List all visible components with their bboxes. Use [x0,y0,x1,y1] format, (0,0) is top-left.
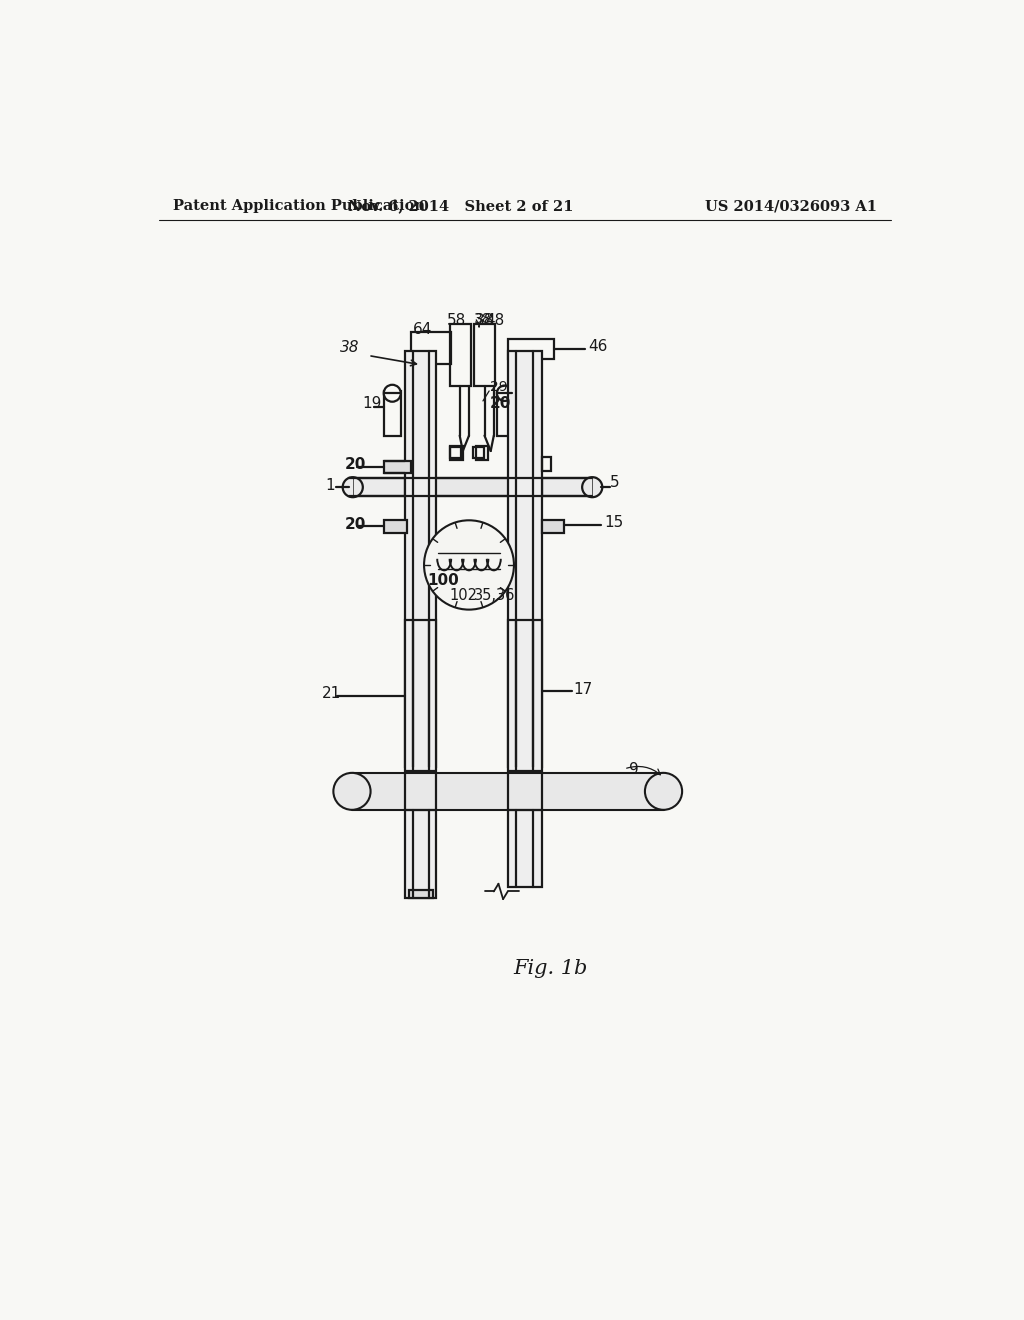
Bar [349,478,407,496]
Text: 38: 38 [475,313,495,327]
Circle shape [343,478,362,498]
Circle shape [424,520,514,610]
Bar [406,478,542,496]
Text: Patent Application Publication: Patent Application Publication [173,199,425,213]
Circle shape [497,385,512,401]
Bar [474,323,496,385]
Text: 20: 20 [489,396,511,411]
Bar [508,810,542,887]
Bar [542,478,596,496]
Text: 1: 1 [326,478,335,494]
Bar [384,520,407,533]
Text: 38: 38 [340,339,359,355]
Bar [542,457,551,471]
Bar [409,890,433,898]
Bar [352,774,664,809]
Text: Fig. 1b: Fig. 1b [513,958,588,978]
Text: Nov. 6, 2014   Sheet 2 of 21: Nov. 6, 2014 Sheet 2 of 21 [348,199,574,213]
Bar [451,323,471,385]
Text: 38: 38 [474,312,492,326]
Bar [451,446,463,461]
Text: 5: 5 [610,475,620,490]
Text: 100: 100 [427,573,459,587]
Bar [451,447,461,458]
Bar [473,447,483,458]
Text: 15: 15 [604,515,623,531]
Text: 48: 48 [485,313,505,329]
Bar [411,331,452,364]
Bar [508,339,554,359]
Bar [542,520,563,533]
Bar [384,461,411,474]
Text: 35,36: 35,36 [474,589,516,603]
Text: 20: 20 [345,457,367,473]
Text: 9: 9 [630,762,639,776]
Bar [497,391,512,436]
Text: 17: 17 [573,682,593,697]
Bar [406,351,436,767]
Text: 19: 19 [362,396,381,411]
Circle shape [645,774,682,810]
Text: 46: 46 [589,339,607,354]
Bar [406,810,436,898]
Text: 58: 58 [447,313,467,329]
Text: 29: 29 [489,380,508,395]
Bar [476,446,488,461]
Text: 21: 21 [322,686,341,701]
Circle shape [384,384,400,401]
Text: 20: 20 [345,516,367,532]
Bar [406,620,436,771]
Text: 102: 102 [450,589,477,603]
Bar [384,391,400,436]
Circle shape [583,478,602,498]
Bar [508,620,542,771]
Text: 64: 64 [414,322,432,337]
Circle shape [334,774,371,810]
Bar [508,351,542,767]
Text: US 2014/0326093 A1: US 2014/0326093 A1 [705,199,877,213]
